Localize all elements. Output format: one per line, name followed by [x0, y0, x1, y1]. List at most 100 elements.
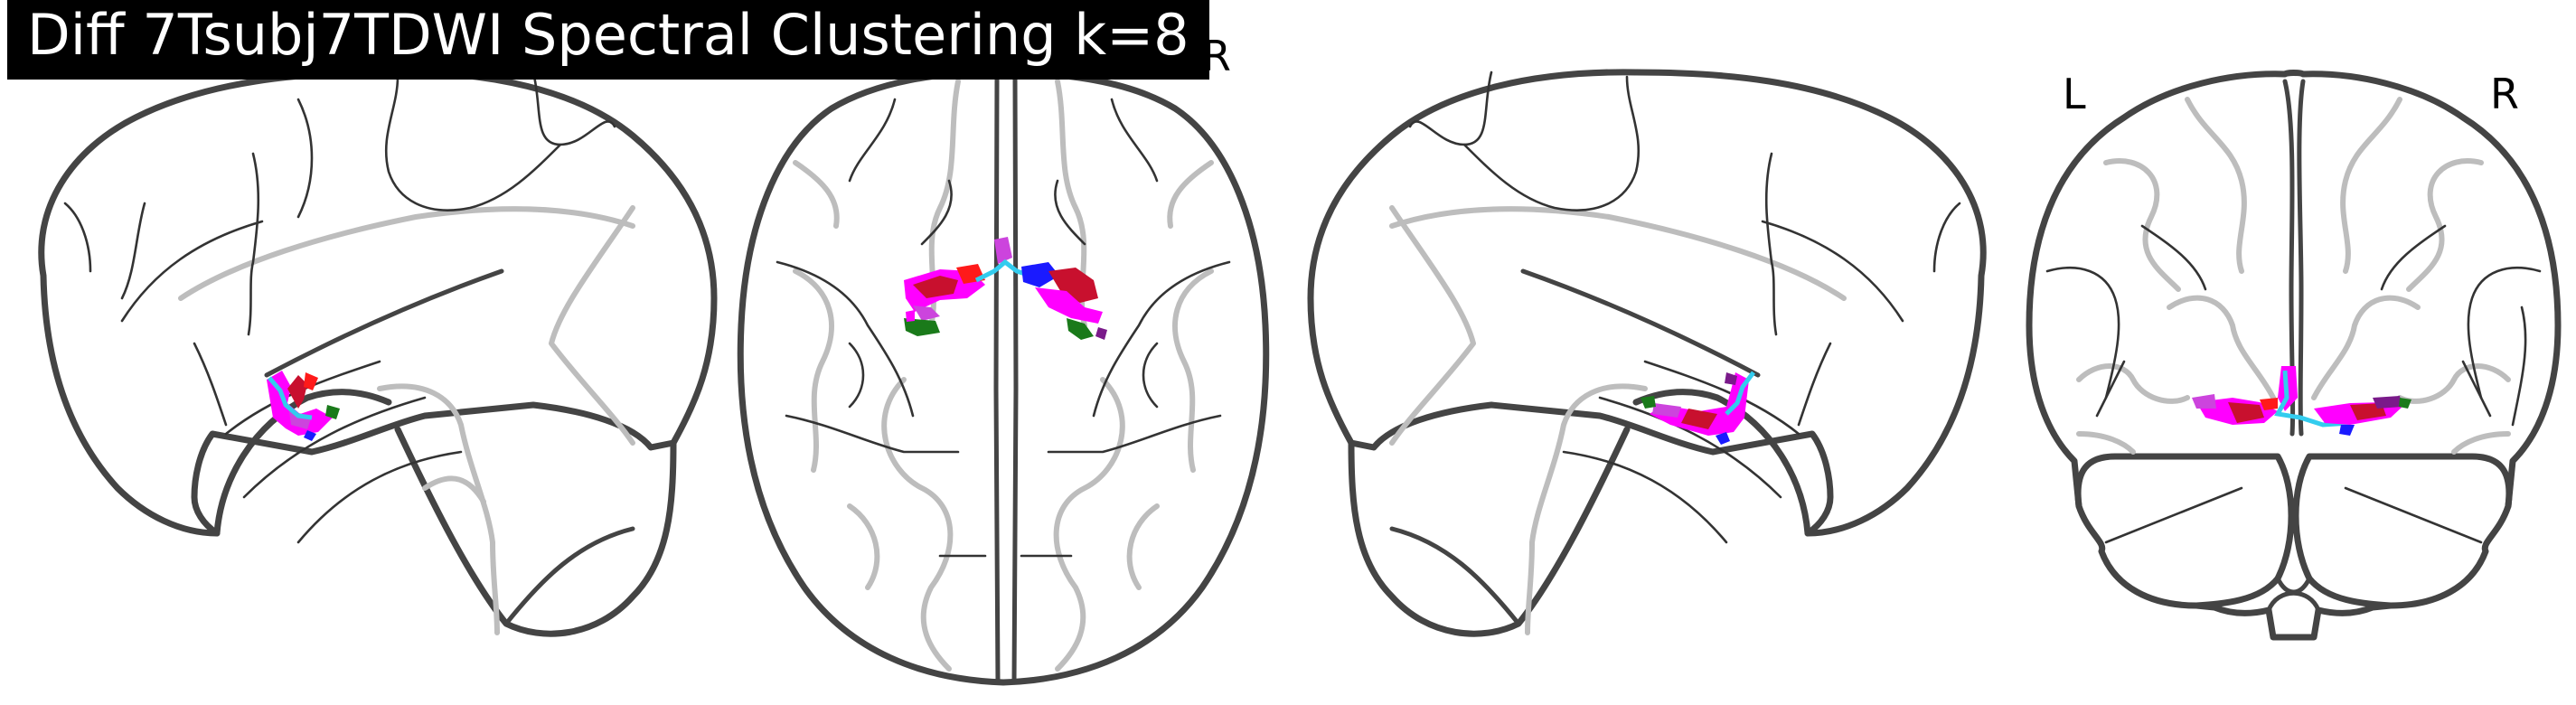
cluster-green	[2399, 398, 2411, 409]
cluster-cyan	[974, 258, 1031, 283]
dark-sulcus	[1598, 396, 1782, 499]
cluster-cyan	[2274, 370, 2351, 428]
grey-sulcus	[2406, 158, 2484, 292]
cluster-blue	[1716, 432, 1730, 445]
midline-fissure	[2297, 79, 2306, 437]
grey-sulcus	[2340, 97, 2402, 274]
sagittal-right-view	[1307, 69, 1987, 637]
cerebellum-outline	[1348, 426, 1631, 637]
cerebellum-outline	[2292, 453, 2513, 609]
dark-sulcus	[785, 414, 960, 454]
dark-sulcus	[242, 396, 427, 499]
cluster-red	[304, 372, 318, 390]
cluster-cyan	[1725, 371, 1755, 416]
grey-sulcus	[377, 383, 500, 635]
dark-sulcus	[120, 220, 264, 323]
grey-sulcus	[1167, 160, 1214, 229]
dark-sulcus	[296, 98, 314, 219]
dark-sulcus	[2344, 486, 2483, 544]
dark-sulcus	[2380, 224, 2447, 291]
grey-sulcus	[1389, 206, 1847, 301]
grey-sulcus	[2185, 97, 2247, 274]
grey-sulcus	[1525, 383, 1648, 635]
dark-sulcus	[63, 202, 92, 273]
grey-sulcus	[2076, 431, 2136, 455]
dark-sulcus	[1092, 260, 1231, 418]
grey-sulcus	[1053, 377, 1125, 672]
cluster-overlay	[267, 371, 340, 441]
cluster-violet	[1652, 403, 1681, 418]
dark-sulcus	[2467, 267, 2542, 400]
dark-sulcus	[384, 75, 562, 212]
grey-sulcus	[178, 206, 635, 301]
dark-sulcus	[2511, 306, 2527, 427]
cluster-violet	[2192, 394, 2216, 409]
grey-sulcus	[2076, 363, 2190, 404]
grey-sulcus	[1126, 503, 1160, 590]
cluster-overlay	[1641, 371, 1755, 445]
grey-sulcus	[793, 268, 834, 473]
grey-sulcus	[549, 205, 635, 446]
cluster-crimson	[1048, 268, 1098, 303]
cluster-blue	[2339, 425, 2355, 436]
brain-outline	[38, 69, 718, 537]
dark-sulcus	[1462, 75, 1641, 212]
brain-outline	[737, 69, 1270, 686]
cluster-magenta	[1650, 372, 1749, 436]
dark-sulcus	[1797, 342, 1832, 427]
brainstem-outline	[2266, 590, 2321, 613]
sagittal-left-view	[38, 69, 718, 637]
dark-sulcus	[920, 179, 953, 246]
dark-sulcus	[1932, 202, 1961, 273]
grey-sulcus	[2397, 363, 2511, 404]
brainstem-outline	[503, 526, 635, 626]
dark-sulcus	[1054, 179, 1086, 246]
temporal-outline	[213, 389, 392, 537]
cluster-red	[2260, 398, 2278, 410]
coronal-right-label: R	[2490, 70, 2519, 118]
sylvian-fissure	[264, 268, 504, 378]
grey-sulcus	[793, 160, 840, 229]
midline-fissure	[993, 74, 1001, 685]
cluster-green	[1067, 318, 1094, 340]
grey-sulcus	[881, 377, 954, 672]
dark-sulcus	[1761, 220, 1904, 323]
cluster-crimson	[287, 375, 307, 409]
dark-sulcus	[193, 342, 228, 427]
cluster-crimson	[2228, 402, 2264, 423]
cluster-purple	[1725, 372, 1737, 385]
cluster-blue	[304, 430, 316, 441]
brain-outline	[1307, 69, 1987, 537]
cluster-magenta	[906, 310, 915, 322]
dark-sulcus	[296, 450, 463, 544]
dark-sulcus	[2104, 486, 2243, 544]
grey-sulcus	[1389, 205, 1476, 446]
grey-sulcus	[2167, 295, 2276, 400]
cluster-purple	[1095, 327, 1107, 340]
dark-sulcus	[776, 260, 915, 418]
grey-sulcus	[847, 503, 880, 590]
grey-sulcus	[2311, 295, 2421, 400]
cluster-magenta	[267, 371, 333, 436]
cluster-green	[1641, 396, 1656, 409]
dark-sulcus	[2045, 267, 2120, 400]
sylvian-fissure	[1520, 268, 1761, 378]
cluster-violet	[913, 306, 940, 321]
cluster-violet	[994, 237, 1012, 264]
cluster-cyan	[268, 376, 313, 420]
brainstem-outline	[2275, 576, 2312, 595]
dark-sulcus	[1408, 70, 1493, 146]
midline-fissure	[1011, 74, 1019, 685]
brainstem-outline	[1389, 526, 1521, 626]
axial-view: R	[737, 32, 1270, 686]
cluster-crimson	[913, 276, 958, 298]
cluster-magenta	[1035, 287, 1103, 324]
cluster-crimson	[1681, 409, 1717, 429]
coronal-left-label: L	[2063, 70, 2086, 118]
dark-sulcus	[2095, 360, 2126, 418]
dark-sulcus	[531, 70, 616, 146]
grey-sulcus	[1172, 268, 1214, 473]
grey-sulcus	[2451, 431, 2511, 455]
dark-sulcus	[247, 152, 260, 336]
